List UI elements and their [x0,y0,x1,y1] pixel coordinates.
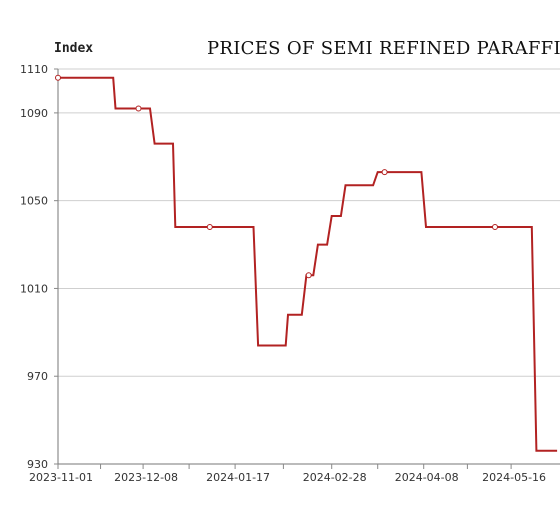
chart-title: PRICES OF SEMI REFINED PARAFFI [207,38,560,59]
axes [57,69,560,465]
grid-lines [58,68,560,377]
x-tick-label: 2024-04-08 [395,471,459,484]
x-ticks: 2023-11-01 2023-12-08 2024-01-17 2024-02-28… [29,464,546,484]
data-point-marker [55,74,61,81]
data-point-marker [381,169,388,176]
data-point-marker [135,105,142,112]
series-layer [58,76,558,452]
marker-layer [55,74,498,279]
data-point-marker [492,224,498,230]
data-point-marker [206,224,213,230]
y-tick-label: 970 [27,370,48,383]
y-tick-label: 1050 [20,195,48,208]
y-axis-label: Index [54,41,94,56]
y-tick-label: 930 [27,458,48,471]
x-tick-label: 2023-12-08 [114,471,178,484]
series-line [58,76,558,452]
x-tick-label: 2024-02-28 [303,471,367,484]
x-tick-label: 2023-11-01 [29,471,93,484]
y-tick-label: 1010 [20,282,48,295]
x-tick-label: 2024-01-17 [206,471,270,484]
y-tick-label: 1110 [20,63,48,76]
x-tick-label: 2024-05-16 [482,471,546,484]
data-point-marker [305,272,312,279]
y-tick-label: 1090 [20,107,48,120]
y-ticks: 930 970 1010 1050 1090 1110 [20,63,58,471]
